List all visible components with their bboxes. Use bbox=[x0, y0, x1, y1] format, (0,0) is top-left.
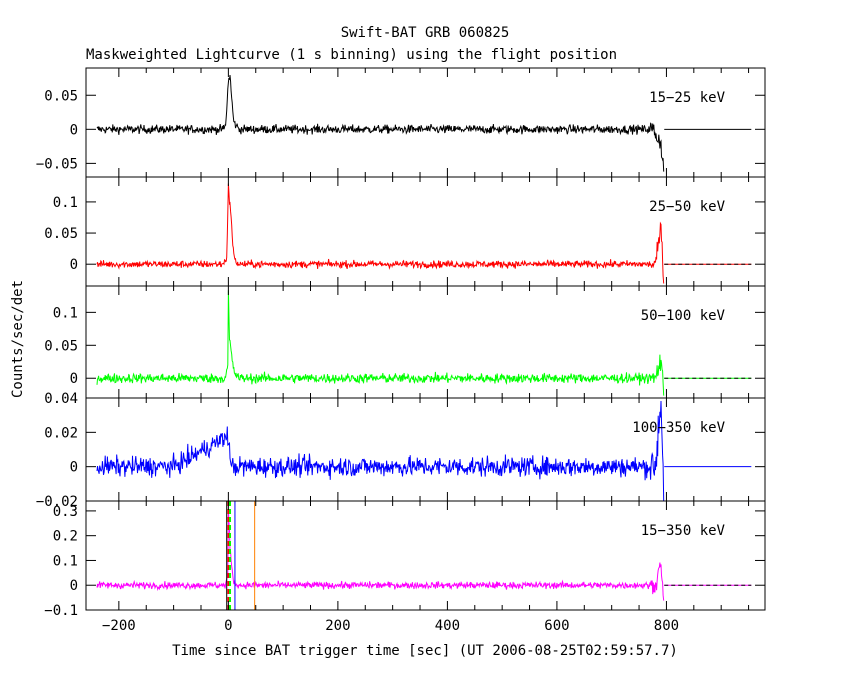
lightcurve-line bbox=[96, 75, 665, 172]
y-tick-label: 0 bbox=[70, 578, 78, 594]
x-axis-label: Time since BAT trigger time [sec] (UT 20… bbox=[172, 643, 678, 659]
y-tick-label: 0 bbox=[70, 122, 78, 138]
x-tick-label: 0 bbox=[224, 618, 232, 634]
x-tick-label: 400 bbox=[435, 618, 460, 634]
y-tick-label: 0 bbox=[70, 371, 78, 387]
y-tick-label: 0.1 bbox=[53, 305, 78, 321]
x-tick-label: 200 bbox=[325, 618, 350, 634]
panel-2: 0 0.05 0.1 25−50 keV bbox=[44, 176, 766, 287]
y-tick-label: 0.2 bbox=[53, 529, 78, 545]
y-tick-label: 0.04 bbox=[44, 391, 78, 407]
x-tick-label: 600 bbox=[544, 618, 569, 634]
y-axis-label: Counts/sec/det bbox=[10, 280, 26, 398]
panel-4: −0.02 0 0.02 0.04 100−350 keV bbox=[36, 391, 766, 510]
y-tick-label: −0.1 bbox=[44, 603, 78, 619]
y-tick-label: 0 bbox=[70, 460, 78, 476]
panel-3: 0 0.05 0.1 50−100 keV bbox=[44, 285, 766, 399]
y-tick-label: 0 bbox=[70, 257, 78, 273]
lightcurve-line bbox=[96, 183, 665, 284]
band-label: 25−50 keV bbox=[649, 199, 725, 215]
y-tick-label: 0.05 bbox=[44, 338, 78, 354]
lightcurve-line bbox=[96, 290, 665, 396]
band-label: 15−350 keV bbox=[641, 523, 726, 539]
lightcurve-line bbox=[96, 400, 665, 502]
y-tick-label: 0.3 bbox=[53, 504, 78, 520]
panel-1: −0.05 0 0.05 15−25 keV bbox=[36, 67, 766, 178]
chart-title: Swift-BAT GRB 060825 bbox=[341, 25, 510, 41]
y-tick-label: −0.02 bbox=[36, 494, 78, 510]
panel-5: −0.1 0 0.1 0.2 0.3 15−350 keV bbox=[44, 500, 766, 619]
y-tick-label: 0.1 bbox=[53, 553, 78, 569]
band-label: 50−100 keV bbox=[641, 308, 726, 324]
x-tick-label: −200 bbox=[102, 618, 136, 634]
band-label: 100−350 keV bbox=[632, 420, 725, 436]
panel-frame bbox=[85, 500, 766, 611]
y-tick-label: 0.05 bbox=[44, 88, 78, 104]
y-tick-label: 0.02 bbox=[44, 425, 78, 441]
chart-subtitle: Maskweighted Lightcurve (1 s binning) us… bbox=[86, 47, 617, 63]
lightcurve-line bbox=[96, 509, 665, 601]
band-label: 15−25 keV bbox=[649, 90, 725, 106]
y-tick-label: 0.05 bbox=[44, 226, 78, 242]
y-tick-label: −0.05 bbox=[36, 156, 78, 172]
y-tick-label: 0.1 bbox=[53, 195, 78, 211]
x-tick-label: 800 bbox=[654, 618, 679, 634]
